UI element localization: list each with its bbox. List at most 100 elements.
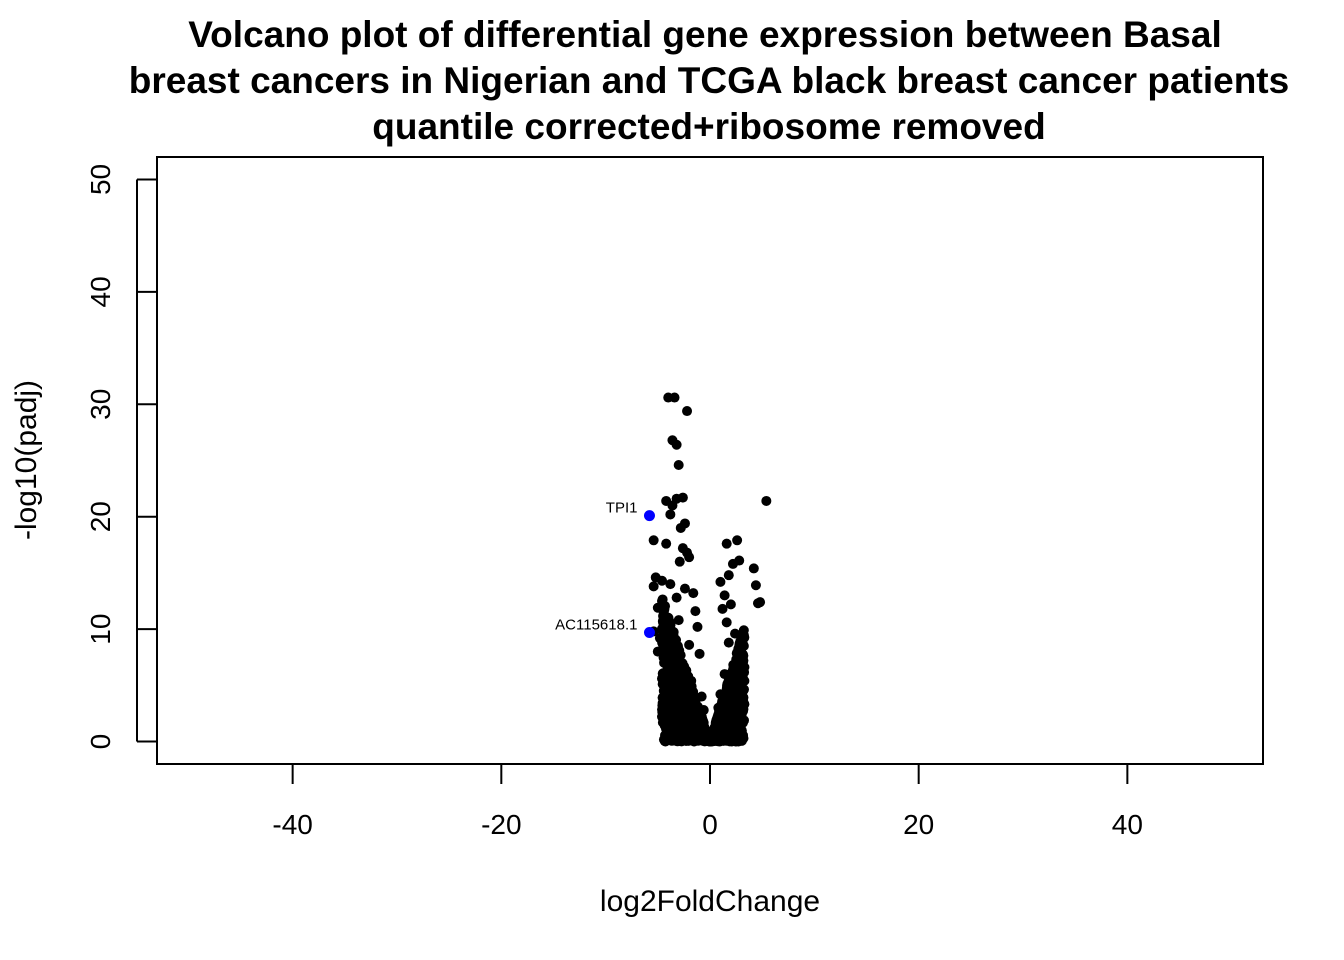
data-point <box>723 570 734 581</box>
data-point <box>761 495 772 506</box>
data-point <box>721 698 732 709</box>
data-point <box>671 702 682 713</box>
data-point <box>725 680 736 691</box>
data-point <box>677 660 688 671</box>
data-point <box>690 718 701 729</box>
data-point <box>752 598 763 609</box>
y-tick-label: 10 <box>85 614 116 645</box>
data-point <box>684 552 695 563</box>
data-point <box>717 603 728 614</box>
data-point <box>719 590 730 601</box>
data-point <box>727 558 738 569</box>
data-point <box>671 592 682 603</box>
data-point <box>648 535 659 546</box>
data-point <box>734 696 745 707</box>
data-point <box>721 538 732 549</box>
x-axis-label: log2FoldChange <box>600 885 820 918</box>
data-point <box>694 648 705 659</box>
data-point <box>667 500 678 511</box>
data-point <box>673 459 684 470</box>
data-point <box>696 691 707 702</box>
chart-title-line-2: breast cancers in Nigerian and TCGA blac… <box>129 60 1289 101</box>
chart-title: Volcano plot of differential gene expres… <box>129 14 1289 147</box>
x-tick-label: -40 <box>272 809 312 840</box>
data-point <box>725 599 736 610</box>
highlight-point <box>643 626 655 638</box>
data-point <box>657 575 668 586</box>
data-point <box>661 538 672 549</box>
x-axis: -40 -20 0 20 40 <box>272 763 1143 840</box>
chart-title-line-3: quantile corrected+ribosome removed <box>372 106 1045 147</box>
data-point <box>665 579 676 590</box>
y-tick-label: 30 <box>85 389 116 420</box>
data-point <box>669 718 680 729</box>
data-point <box>661 612 672 623</box>
data-point <box>732 664 743 675</box>
data-point <box>648 581 659 592</box>
data-point <box>721 716 732 727</box>
data-point <box>661 682 672 693</box>
data-point <box>657 711 668 722</box>
y-tick-label: 50 <box>85 164 116 195</box>
y-tick-label: 40 <box>85 276 116 307</box>
data-point <box>657 673 668 684</box>
data-point <box>715 689 726 700</box>
data-point <box>652 602 663 613</box>
data-point <box>674 556 685 567</box>
data-point <box>738 655 749 666</box>
data-point <box>692 621 703 632</box>
data-point <box>738 716 749 727</box>
data-point <box>652 646 663 657</box>
data-point <box>736 635 747 646</box>
data-point <box>659 657 670 668</box>
data-point <box>669 392 680 403</box>
data-point <box>659 698 670 709</box>
data-point <box>677 492 688 503</box>
data-point <box>671 439 682 450</box>
data-point <box>684 639 695 650</box>
x-tick-label: 40 <box>1112 809 1143 840</box>
data-point <box>673 615 684 626</box>
data-point <box>659 736 670 747</box>
y-axis: 0 10 20 30 40 50 <box>85 164 157 749</box>
data-point <box>750 580 761 591</box>
data-point <box>667 689 678 700</box>
data-point <box>688 700 699 711</box>
data-point <box>682 406 693 417</box>
data-point <box>686 675 697 686</box>
y-tick-label: 20 <box>85 501 116 532</box>
data-point <box>690 606 701 617</box>
data-point <box>698 705 709 716</box>
data-point <box>705 736 715 747</box>
data-point <box>713 702 724 713</box>
data-point <box>736 673 747 684</box>
data-point <box>748 563 759 574</box>
data-point <box>679 727 690 738</box>
plot-frame <box>156 156 1264 765</box>
data-point <box>694 733 705 744</box>
highlight-point-label: TPI1 <box>606 500 638 517</box>
data-point <box>665 666 676 677</box>
data-point <box>682 687 693 698</box>
data-point <box>723 637 734 648</box>
chart-title-line-1: Volcano plot of differential gene expres… <box>188 14 1222 55</box>
data-point <box>675 522 686 533</box>
data-point <box>732 535 743 546</box>
data-point <box>721 617 732 628</box>
data-point <box>719 669 730 680</box>
highlight-point <box>643 510 655 522</box>
data-point <box>715 576 726 587</box>
data-points <box>648 392 772 747</box>
data-point <box>688 588 699 599</box>
data-point <box>732 709 743 720</box>
highlight-point-label: AC115618.1 <box>555 616 637 633</box>
x-tick-label: 0 <box>702 809 718 840</box>
x-tick-label: 20 <box>903 809 934 840</box>
y-axis-label: -log10(padj) <box>10 380 43 540</box>
highlighted-points: TPI1 AC115618.1 <box>555 500 655 638</box>
x-tick-label: -20 <box>481 809 521 840</box>
data-point <box>730 726 741 737</box>
data-point <box>679 583 690 594</box>
data-point <box>730 628 741 639</box>
